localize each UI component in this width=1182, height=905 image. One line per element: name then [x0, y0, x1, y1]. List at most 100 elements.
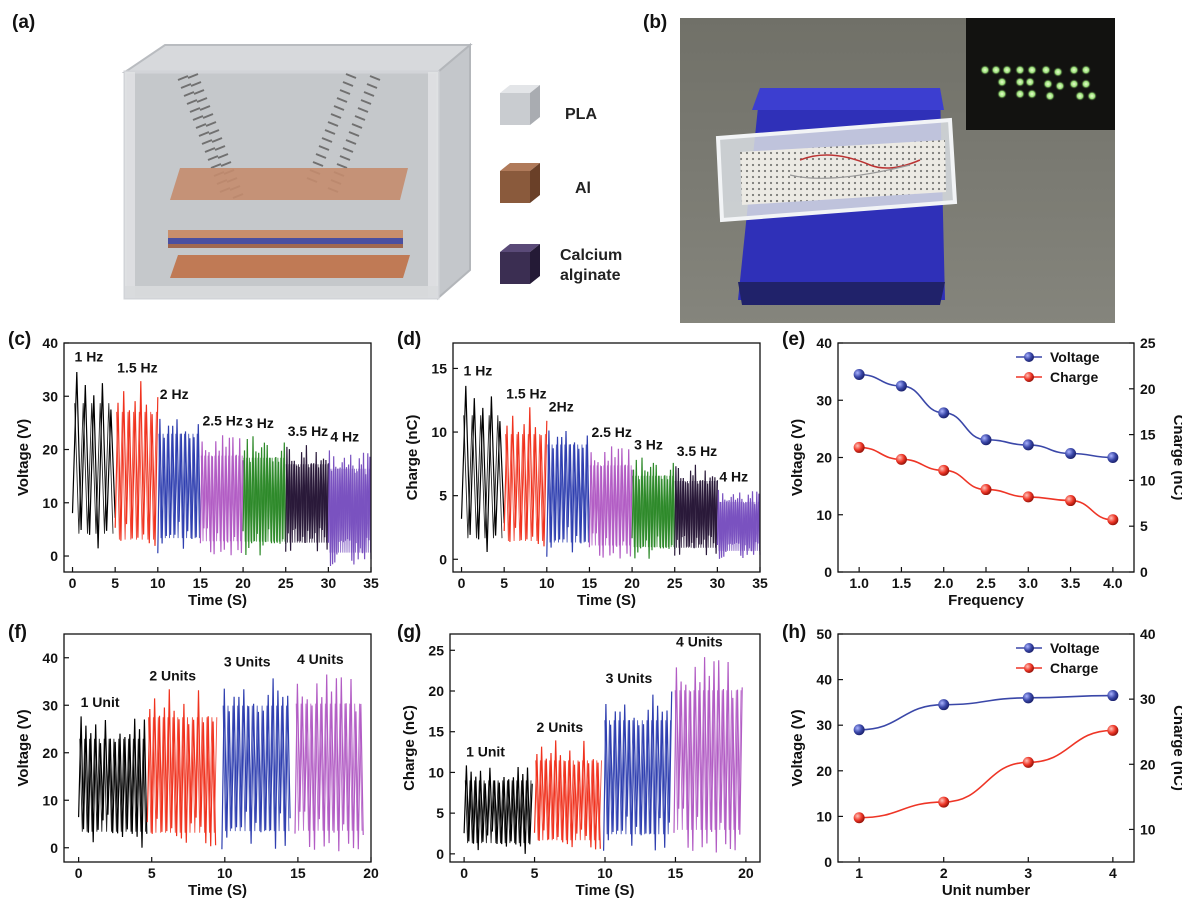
y2-tick-label: 10 [1140, 472, 1156, 488]
x-tick-label: 0 [75, 865, 83, 881]
x-tick-label: 20 [624, 575, 640, 591]
point-voltage-2 [1022, 692, 1034, 704]
x-axis-label: Time (S) [576, 882, 635, 899]
x-tick-label: 20 [363, 865, 379, 881]
plot-frame [452, 342, 761, 573]
y-tick-label: 10 [428, 764, 444, 780]
x-tick-label: 1.0 [849, 575, 869, 591]
trace-fill-4-hz [328, 468, 371, 553]
legend-marker-charge [1024, 372, 1034, 382]
y-tick-label: 25 [428, 642, 444, 658]
chart-c-voltage-vs-time: (c) 1 Hz 1.5 Hz2 Hz 2.5 Hz 3 Hz 3.5 Hz 4 Hz 0 5 1… [8, 329, 379, 609]
point-charge-1 [895, 453, 907, 465]
x-tick-label: 25 [667, 575, 683, 591]
x-tick-label: 10 [597, 865, 613, 881]
segment-label-3-hz: 3 Hz [634, 437, 663, 453]
trace-fill-1.5-hz [116, 411, 157, 540]
chart-f-voltage-vs-time-units: (f) 1 Unit 2 Units 3 Units 4 Units 0 5 10 15 20 0 1… [8, 622, 379, 899]
y-axis-label: Charge (nC) [404, 415, 421, 501]
x-tick-label: 2.5 [976, 575, 996, 591]
x-tick-label: 4.0 [1103, 575, 1123, 591]
y-tick-label: 30 [816, 717, 832, 733]
x-axis-label: Time (S) [188, 592, 247, 609]
legend-al: Al [500, 163, 591, 203]
trace-fill-2-units [535, 760, 602, 841]
x-tick-label: 2 [940, 865, 948, 881]
point-charge-5 [1065, 495, 1077, 507]
y-tick-label: 0 [436, 846, 444, 862]
x-tick-label: 0 [460, 865, 468, 881]
point-voltage-5 [1065, 447, 1077, 459]
legend-marker-voltage [1024, 352, 1034, 362]
y-tick-label: 10 [42, 792, 58, 808]
y-tick-label: 20 [42, 745, 58, 761]
segment-label-2.5-hz: 2.5 Hz [591, 424, 631, 440]
y-tick-label: 10 [816, 808, 832, 824]
trace-fill-3-units [604, 720, 671, 835]
curve-voltage [859, 694, 1113, 731]
y-tick-label: 20 [428, 683, 444, 699]
point-charge-1 [938, 796, 950, 808]
segment-label-2-units: 2 Units [149, 668, 196, 684]
panel-label-a: (a) [12, 12, 35, 33]
y-tick-label: 15 [428, 724, 444, 740]
y-axis-label: Voltage (V) [15, 419, 32, 496]
point-charge-0 [853, 441, 865, 453]
segment-label-1-hz: 1 Hz [75, 349, 104, 365]
legend-calcium-alginate: Calcium alginate [500, 244, 622, 284]
x-tick-label: 3.5 [1061, 575, 1081, 591]
segment-label-3-units: 3 Units [606, 670, 653, 686]
trace-1.5-hz [503, 407, 548, 547]
curve-charge [859, 729, 1113, 819]
point-voltage-6 [1107, 452, 1119, 463]
trace-fill-2hz [547, 444, 589, 543]
point-voltage-0 [853, 724, 865, 736]
y-axis-label: Voltage (V) [15, 709, 32, 786]
y-tick-label: 10 [431, 424, 447, 440]
trace-fill-2.5-hz [589, 465, 632, 546]
y-tick-label: 0 [50, 840, 58, 856]
trace-fill-2-units [148, 717, 218, 833]
x-tick-label: 15 [193, 575, 209, 591]
segment-label-4-units: 4 Units [297, 651, 344, 667]
trace-3-units [603, 691, 673, 851]
segment-label-1-unit: 1 Unit [81, 694, 120, 710]
y-tick-label: 50 [816, 626, 832, 642]
x-tick-label: 30 [710, 575, 726, 591]
trace-fill-1-hz [463, 415, 503, 539]
point-charge-3 [1107, 724, 1119, 736]
y-tick-label: 30 [42, 388, 58, 404]
x-axis-label: Frequency [948, 592, 1025, 609]
x-tick-label: 15 [668, 865, 684, 881]
point-charge-6 [1107, 514, 1119, 526]
point-voltage-3 [980, 434, 992, 446]
y-tick-label: 10 [42, 495, 58, 511]
legend-label-voltage: Voltage [1050, 640, 1100, 656]
y2-tick-label: 15 [1140, 427, 1156, 443]
y-tick-label: 20 [816, 763, 832, 779]
x-tick-label: 5 [148, 865, 156, 881]
led-inset [966, 18, 1115, 130]
y-tick-label: 0 [824, 564, 832, 580]
material-legend: PLA Al Calcium alginate [500, 85, 622, 284]
plot-frame [63, 633, 372, 863]
panel-label-d: (d) [397, 329, 421, 350]
y-tick-label: 5 [436, 805, 444, 821]
y-tick-label: 0 [439, 551, 447, 567]
panel-label-e: (e) [782, 329, 805, 350]
trace-fill-1.5-hz [505, 434, 546, 542]
segment-label-1-hz: 1 Hz [464, 363, 493, 379]
y-tick-label: 0 [50, 548, 58, 564]
point-voltage-2 [938, 407, 950, 419]
trace-fill-2-hz [158, 433, 200, 539]
y2-tick-label: 5 [1140, 518, 1148, 534]
trace-1-unit [463, 765, 533, 854]
x-tick-label: 0 [458, 575, 466, 591]
plot-frame [63, 342, 372, 573]
segment-label-2hz: 2Hz [549, 398, 574, 414]
panel-label-c: (c) [8, 329, 31, 350]
trace-3-hz [631, 457, 676, 559]
x-tick-label: 35 [363, 575, 379, 591]
x-tick-label: 10 [539, 575, 555, 591]
trace-fill-3.5-hz [674, 480, 718, 548]
